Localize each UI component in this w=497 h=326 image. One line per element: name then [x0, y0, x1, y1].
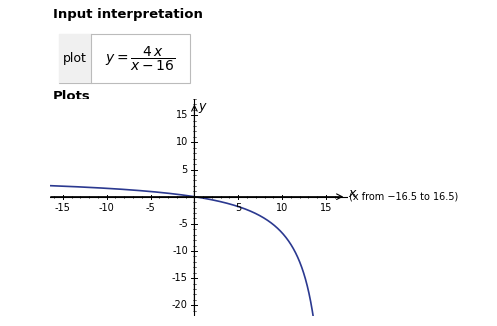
Text: 5: 5 — [235, 203, 242, 213]
Text: -5: -5 — [146, 203, 156, 213]
Text: 10: 10 — [276, 203, 288, 213]
Text: 5: 5 — [181, 165, 188, 174]
Text: 15: 15 — [175, 110, 188, 120]
FancyBboxPatch shape — [59, 35, 91, 82]
Text: 15: 15 — [320, 203, 332, 213]
Text: (x from −16.5 to 16.5): (x from −16.5 to 16.5) — [349, 192, 458, 202]
FancyBboxPatch shape — [59, 35, 190, 82]
Text: -10: -10 — [172, 246, 188, 256]
Text: -10: -10 — [99, 203, 115, 213]
Text: Plots: Plots — [53, 90, 90, 103]
Text: -5: -5 — [178, 219, 188, 229]
Text: -20: -20 — [172, 300, 188, 310]
Text: x: x — [348, 187, 355, 200]
Text: plot: plot — [63, 52, 87, 65]
Text: y: y — [198, 100, 205, 113]
Text: 10: 10 — [175, 137, 188, 147]
Text: -15: -15 — [172, 273, 188, 283]
Text: -15: -15 — [55, 203, 71, 213]
Text: $y = \dfrac{4\,x}{x - 16}$: $y = \dfrac{4\,x}{x - 16}$ — [105, 44, 176, 73]
Text: Input interpretation: Input interpretation — [53, 8, 203, 21]
